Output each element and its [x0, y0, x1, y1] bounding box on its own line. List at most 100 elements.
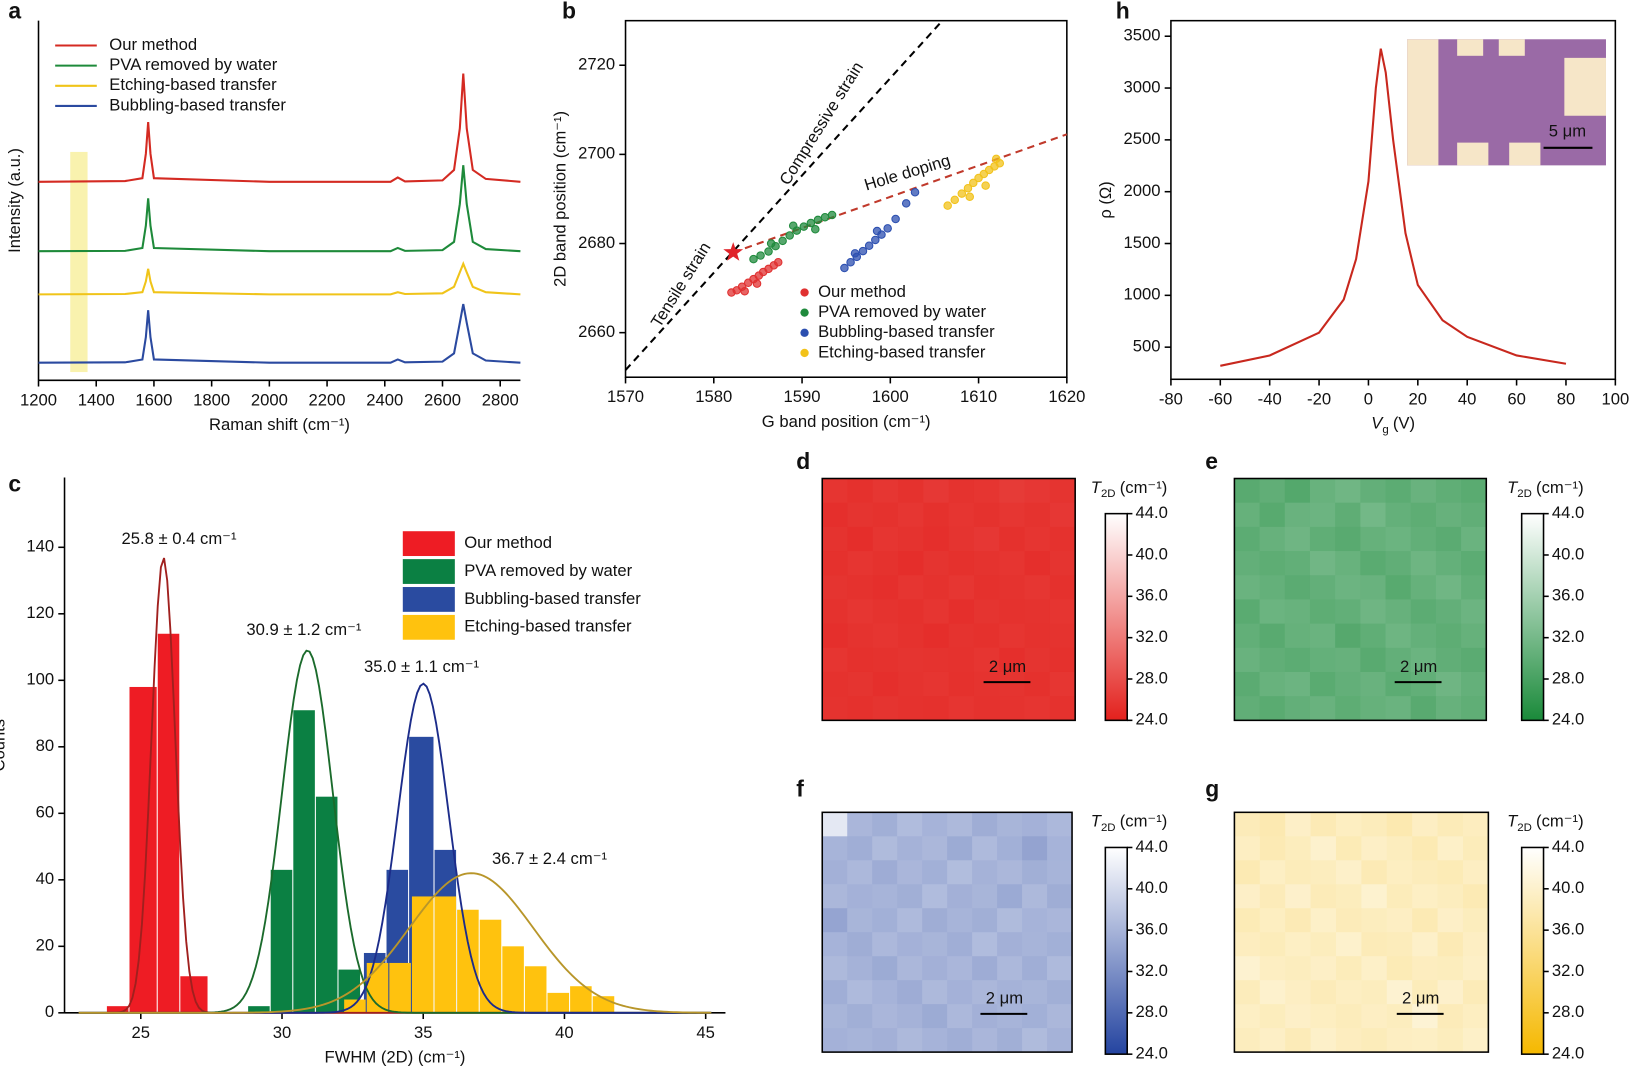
- heatmap-cell: [1285, 836, 1312, 861]
- heatmap-cell: [923, 575, 950, 600]
- heatmap-cell: [999, 575, 1026, 600]
- heatmap-cell: [1437, 860, 1464, 885]
- heatmap-cell: [1462, 884, 1489, 909]
- heatmap-cell: [822, 860, 848, 885]
- y-tick-label: 1000: [1123, 285, 1160, 304]
- symbol: T: [1091, 812, 1103, 831]
- heatmap-cell: [1259, 860, 1286, 885]
- heatmap-cell: [1361, 860, 1388, 885]
- heatmap-cell: [1047, 836, 1073, 861]
- heatmap-cell: [822, 526, 849, 552]
- y-tick-label: 20: [36, 936, 55, 955]
- heatmap-cell: [1462, 1004, 1489, 1029]
- heatmap-cell: [847, 671, 874, 697]
- heatmap-cell: [1437, 1028, 1464, 1053]
- colorbar-tick-label: 44.0: [1136, 503, 1168, 522]
- colorbar-tick-label: 36.0: [1552, 920, 1584, 939]
- heatmap-cell: [1461, 599, 1487, 625]
- point: [871, 235, 880, 245]
- heatmap-cell: [1234, 884, 1261, 909]
- legend-swatch: [402, 531, 455, 557]
- heatmap-cell: [1437, 812, 1464, 837]
- heatmap-cell: [872, 812, 898, 837]
- heatmap-cell: [1024, 599, 1051, 625]
- heatmap-cell: [1412, 908, 1439, 933]
- x-tick-label: 80: [1557, 389, 1576, 408]
- heatmap-cell: [1461, 478, 1487, 504]
- heatmap-cell: [1310, 812, 1337, 837]
- heatmap-cell: [1335, 956, 1362, 981]
- heatmap-cell: [897, 884, 923, 909]
- heatmap-cell: [923, 647, 950, 673]
- heatmap-cell: [1435, 623, 1462, 649]
- heatmap-cell: [872, 551, 899, 576]
- heatmap-cell: [1386, 884, 1413, 909]
- legend-label: PVA removed by water: [464, 561, 632, 580]
- heatmap-cell: [1309, 551, 1336, 576]
- heatmap-cell: [1285, 860, 1312, 885]
- colorbar_label-label: T2D (cm⁻¹): [1091, 478, 1168, 500]
- inset-photo: [1407, 39, 1606, 166]
- heatmap-cell: [1461, 502, 1487, 528]
- heatmap-cell: [1361, 908, 1388, 933]
- x-tick-label: 45: [696, 1023, 715, 1042]
- heatmap-cell: [997, 884, 1023, 909]
- heatmap-cell: [872, 502, 899, 528]
- star-marker: [723, 242, 744, 261]
- heatmap-cell: [1386, 812, 1413, 837]
- heatmap-cell: [847, 502, 874, 528]
- fit-label: 30.9 ± 1.2 cm⁻¹: [246, 620, 361, 639]
- heatmap-cell: [872, 623, 899, 649]
- heatmap-cell: [922, 1028, 948, 1053]
- heatmap-cell: [1049, 526, 1076, 552]
- point: [850, 249, 860, 258]
- heatmap-cell: [847, 696, 874, 721]
- heatmap-cell: [1234, 526, 1261, 552]
- heatmap-cell: [1310, 1028, 1337, 1053]
- y-tick-label: 500: [1133, 337, 1161, 356]
- heatmap-cell: [1234, 551, 1261, 576]
- bar: [434, 896, 457, 1013]
- heatmap-cell: [1437, 956, 1464, 981]
- bar: [106, 1006, 129, 1013]
- heatmap-cell: [999, 647, 1026, 673]
- x-tick-label: 2400: [366, 390, 403, 409]
- x-axis-label: Raman shift (cm⁻¹): [209, 415, 350, 434]
- heatmap-cell: [1412, 1028, 1439, 1053]
- x-tick-label: -60: [1208, 389, 1232, 408]
- heatmap-cell: [1284, 623, 1311, 649]
- heatmap-cell: [923, 623, 950, 649]
- heatmap-cell: [1259, 836, 1286, 861]
- heatmap-cell: [947, 956, 973, 981]
- heatmap-cell: [1024, 696, 1051, 721]
- colorbar-tick-label: 40.0: [1136, 878, 1168, 897]
- heatmap-cell: [1259, 1004, 1286, 1029]
- heatmap-cell: [1259, 551, 1286, 576]
- heatmap-cell: [947, 812, 973, 837]
- heatmap-cell: [973, 599, 1000, 625]
- panel-letter: b: [562, 0, 576, 23]
- point: [846, 257, 855, 267]
- inset-contact: [1407, 39, 1439, 166]
- colorbar: [1520, 846, 1545, 1055]
- heatmap-cell: [1284, 575, 1311, 600]
- heatmap-cell: [847, 884, 873, 909]
- legend-label: Bubbling-based transfer: [464, 589, 641, 608]
- heatmap-cell: [822, 647, 849, 673]
- point: [965, 192, 975, 201]
- colorbar: [1104, 846, 1128, 1055]
- heatmap-cell: [999, 502, 1026, 528]
- heatmap-cell: [948, 599, 975, 625]
- unit: (cm⁻¹): [1536, 812, 1584, 831]
- heatmap-cell: [822, 932, 848, 957]
- heatmap-cell: [972, 956, 998, 981]
- heatmap-cell: [1412, 812, 1439, 837]
- heatmap-cell: [1410, 478, 1437, 504]
- heatmap-cell: [948, 623, 975, 649]
- heatmap-cell: [847, 599, 874, 625]
- y-axis-label: Intensity (a.u.): [5, 148, 24, 253]
- point: [950, 195, 960, 205]
- heatmap-cell: [1022, 932, 1048, 957]
- heatmap-cell: [1049, 502, 1076, 528]
- x-axis-label: G band position (cm⁻¹): [762, 412, 931, 431]
